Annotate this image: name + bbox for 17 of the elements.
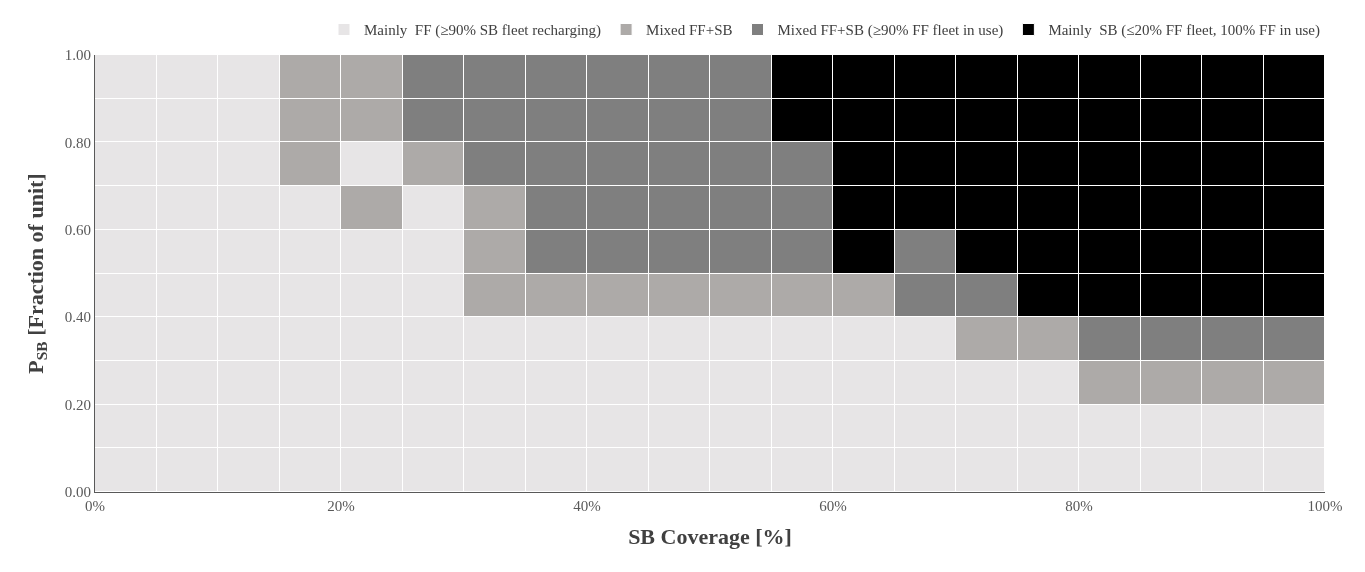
y-tick-label: 0.40 — [64, 309, 91, 326]
legend-label: Mainly SB (≤20% FF fleet, 100% FF in use) — [1048, 22, 1320, 40]
y-tick-label: 1.00 — [64, 47, 91, 64]
x-tick-label: 0% — [85, 498, 105, 514]
legend-label: Mainly FF (≥90% SB fleet recharging) — [364, 22, 602, 40]
y-tick-label: 0.60 — [64, 222, 91, 239]
x-tick-label: 60% — [819, 498, 847, 514]
legend-label: Mixed FF+SB (≥90% FF fleet in use) — [777, 22, 1004, 40]
x-tick-label: 40% — [573, 498, 601, 514]
y-tick-label: 0.20 — [64, 396, 91, 413]
y-tick-label: 0.80 — [64, 134, 91, 151]
x-tick-label: 100% — [1307, 498, 1343, 514]
legend-label: Mixed FF+SB — [646, 22, 733, 39]
x-tick-label: 80% — [1065, 498, 1093, 514]
y-tick-label: 0.00 — [64, 484, 91, 501]
x-axis-title: SB Coverage [%] — [628, 523, 792, 549]
x-tick-label: 20% — [327, 498, 355, 514]
